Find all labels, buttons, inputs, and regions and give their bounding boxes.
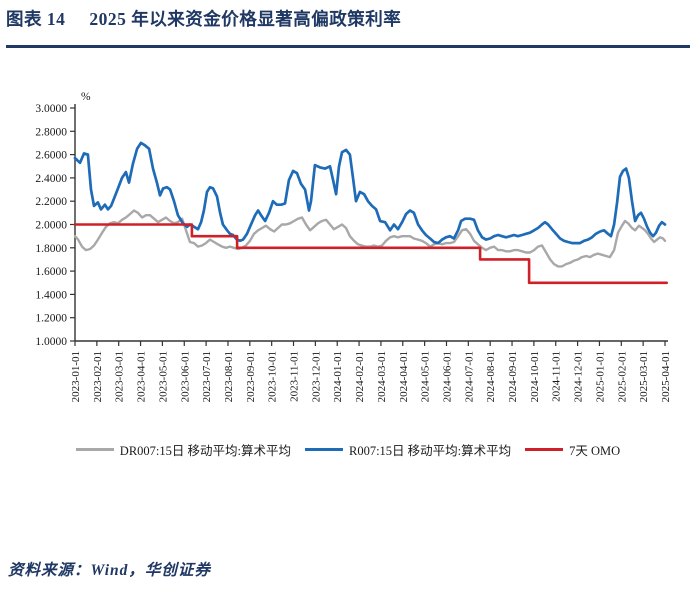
svg-text:1.2000: 1.2000: [35, 313, 67, 325]
svg-text:2024-01-01: 2024-01-01: [332, 351, 344, 402]
svg-text:2023-03-01: 2023-03-01: [114, 351, 126, 402]
svg-text:2023-01-01: 2023-01-01: [70, 351, 82, 402]
svg-text:2024-02-01: 2024-02-01: [354, 351, 366, 402]
svg-text:2023-06-01: 2023-06-01: [179, 351, 191, 402]
figure-title-text: 2025 年以来资金价格显著高偏政策利率: [89, 9, 402, 29]
svg-text:2.2000: 2.2000: [35, 196, 67, 208]
svg-text:2024-08-01: 2024-08-01: [485, 351, 497, 402]
svg-text:3.0000: 3.0000: [35, 103, 67, 115]
legend-label-omo: 7天 OMO: [569, 444, 621, 458]
svg-text:2.0000: 2.0000: [35, 220, 67, 232]
svg-text:2.6000: 2.6000: [35, 150, 67, 162]
svg-text:2023-04-01: 2023-04-01: [136, 351, 148, 402]
svg-text:2024-12-01: 2024-12-01: [573, 351, 585, 402]
svg-text:1.0000: 1.0000: [35, 336, 67, 348]
legend-label-r007: R007:15日 移动平均:算术平均: [348, 444, 512, 458]
svg-text:2023-11-01: 2023-11-01: [289, 351, 301, 402]
svg-text:2024-11-01: 2024-11-01: [551, 351, 563, 402]
svg-text:2025-02-01: 2025-02-01: [616, 351, 628, 402]
svg-text:2.4000: 2.4000: [35, 173, 67, 185]
legend-label-dr007: DR007:15日 移动平均:算术平均: [119, 444, 291, 458]
svg-text:2.8000: 2.8000: [35, 126, 67, 138]
legend-item-omo: 7天 OMO: [525, 440, 620, 459]
svg-text:2024-03-01: 2024-03-01: [376, 351, 388, 402]
figure-number: 图表 14: [6, 9, 66, 29]
source-note: 资料来源：Wind，华创证券: [8, 562, 211, 579]
svg-text:2023-12-01: 2023-12-01: [310, 351, 322, 402]
svg-text:2024-09-01: 2024-09-01: [507, 351, 519, 402]
svg-text:%: %: [81, 91, 91, 103]
svg-text:2024-06-01: 2024-06-01: [441, 351, 453, 402]
chart-area: 3.0000 2.8000 2.6000 2.4000 2.2000 2.0000 1.80…: [0, 88, 696, 438]
svg-text:2024-05-01: 2024-05-01: [420, 351, 432, 402]
svg-text:2023-07-01: 2023-07-01: [201, 351, 213, 402]
legend-item-r007: R007:15日 移动平均:算术平均: [304, 440, 512, 459]
svg-text:2023-08-01: 2023-08-01: [223, 351, 235, 402]
title-divider: [6, 45, 690, 48]
svg-text:2024-10-01: 2024-10-01: [529, 351, 541, 402]
r007-line-swatch-icon: [304, 447, 343, 452]
svg-text:1.4000: 1.4000: [35, 289, 67, 301]
svg-text:2023-05-01: 2023-05-01: [157, 351, 169, 402]
figure-title: 图表 14 2025 年以来资金价格显著高偏政策利率: [6, 6, 694, 31]
svg-text:2025-03-01: 2025-03-01: [638, 351, 650, 402]
svg-text:2023-09-01: 2023-09-01: [245, 351, 257, 402]
dr007-line-swatch-icon: [75, 447, 114, 452]
svg-text:2024-04-01: 2024-04-01: [398, 351, 410, 402]
svg-text:1.8000: 1.8000: [35, 243, 67, 255]
rate-line-chart: 3.0000 2.8000 2.6000 2.4000 2.2000 2.0000 1.80…: [35, 91, 672, 402]
omo-line-swatch-icon: [525, 447, 564, 452]
svg-text:2025-04-01: 2025-04-01: [660, 351, 672, 402]
chart-legend: DR007:15日 移动平均:算术平均 R007:15日 移动平均:算术平均 7…: [0, 440, 696, 459]
svg-text:2023-02-01: 2023-02-01: [92, 351, 104, 402]
svg-text:2023-10-01: 2023-10-01: [267, 351, 279, 402]
svg-text:2024-07-01: 2024-07-01: [463, 351, 475, 402]
svg-text:1.6000: 1.6000: [35, 266, 67, 278]
legend-item-dr007: DR007:15日 移动平均:算术平均: [75, 440, 291, 459]
svg-text:2025-01-01: 2025-01-01: [594, 351, 606, 402]
